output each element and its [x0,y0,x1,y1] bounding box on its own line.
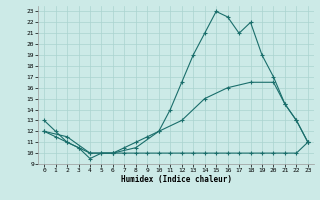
X-axis label: Humidex (Indice chaleur): Humidex (Indice chaleur) [121,175,231,184]
